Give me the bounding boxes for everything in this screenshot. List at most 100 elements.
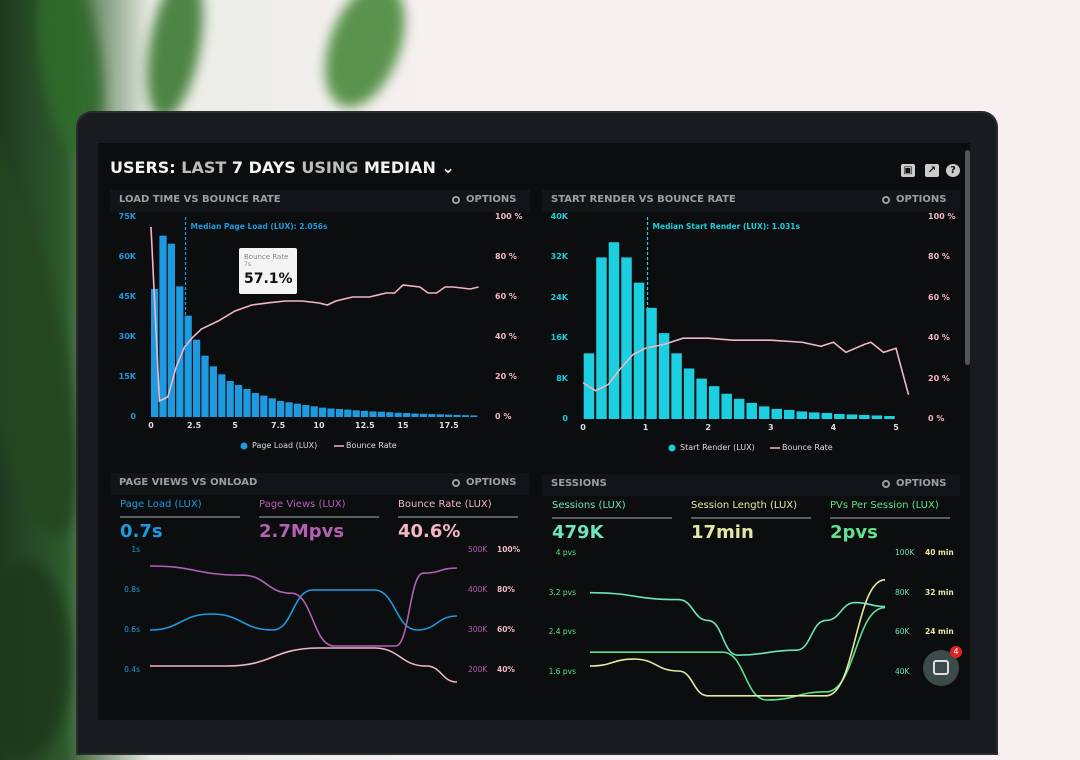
- histogram-bar: [167, 243, 175, 417]
- y-tick-right: 80K: [895, 587, 910, 597]
- series-line: [149, 565, 458, 647]
- panel-title: PAGE VIEWS VS ONLOAD: [119, 477, 258, 488]
- histogram-bar: [151, 289, 159, 417]
- histogram-bar: [784, 409, 795, 419]
- tooltip: [239, 248, 297, 294]
- histogram-bar: [335, 409, 343, 417]
- histogram-bar: [621, 257, 632, 419]
- histogram-bar: [319, 407, 327, 417]
- histogram-bar: [658, 333, 670, 419]
- histogram-bar: [403, 413, 411, 417]
- y-tick-right: 60 %: [928, 292, 950, 302]
- legend-dot: [240, 442, 248, 450]
- title-users: USERS:: [110, 158, 176, 177]
- histogram-bar: [285, 402, 293, 417]
- y-tick-left: 15K: [118, 372, 136, 381]
- legend-dot: [668, 444, 676, 452]
- y-tick-right: 100%: [497, 545, 521, 554]
- y-tick-right: 40%: [497, 665, 515, 674]
- y-tick-right: 60%: [497, 625, 515, 634]
- y-tick-right: 100K: [895, 548, 915, 557]
- stat-value: 0.7s: [120, 521, 163, 542]
- histogram-bar: [235, 385, 243, 417]
- y-tick-right: 100 %: [495, 212, 523, 221]
- histogram-bar: [184, 315, 192, 417]
- histogram-bar: [696, 378, 707, 419]
- histogram-bar: [834, 413, 845, 419]
- options-button[interactable]: OPTIONS: [466, 194, 517, 205]
- legend-item[interactable]: Page Load (LUX): [252, 441, 318, 450]
- options-button[interactable]: OPTIONS: [466, 477, 517, 488]
- x-tick: 17.5: [439, 421, 459, 430]
- histogram-bar: [310, 406, 318, 417]
- histogram-bar: [209, 366, 217, 417]
- histogram-bar: [758, 406, 770, 419]
- stat-label: Page Load (LUX): [120, 499, 202, 510]
- monitor-icon[interactable]: ▣: [901, 164, 915, 177]
- histogram-bar: [733, 398, 745, 419]
- y-tick-right: 300K: [468, 625, 488, 634]
- x-tick: 5: [232, 421, 238, 430]
- y-tick-left: 0.4s: [124, 665, 140, 674]
- histogram-bar: [708, 386, 720, 419]
- share-icon[interactable]: ↗: [925, 164, 939, 177]
- y-tick-left: 0: [130, 412, 136, 421]
- x-tick: 2: [705, 423, 711, 432]
- histogram-bar: [608, 242, 620, 419]
- panel-title: LOAD TIME VS BOUNCE RATE: [119, 194, 281, 205]
- x-tick: 10: [313, 421, 325, 430]
- histogram-bar: [796, 411, 808, 419]
- histogram-bar: [377, 411, 385, 417]
- gear-icon: [452, 196, 460, 204]
- x-tick: 5: [893, 423, 899, 432]
- bounce-rate-line: [150, 226, 479, 403]
- panel-header: [542, 474, 960, 496]
- panel-header: [110, 190, 530, 212]
- histogram-bar: [327, 408, 335, 417]
- y-tick-left: 0.8s: [124, 585, 140, 594]
- histogram-bar: [293, 403, 301, 417]
- x-tick: 0: [580, 423, 586, 432]
- series-line: [590, 606, 886, 701]
- histogram-bar: [268, 398, 276, 417]
- histogram-bar: [871, 415, 883, 419]
- help-icon[interactable]: ?: [946, 164, 960, 177]
- options-button[interactable]: OPTIONS: [896, 194, 947, 205]
- legend-item[interactable]: Start Render (LUX): [680, 443, 755, 452]
- histogram-bar: [251, 393, 259, 417]
- histogram-bar: [821, 412, 833, 419]
- legend-item[interactable]: Bounce Rate: [782, 443, 833, 452]
- scrollbar[interactable]: [965, 150, 970, 365]
- tooltip-value: 57.1%: [244, 271, 293, 287]
- y-tick-left: 3.2 pvs: [548, 587, 576, 597]
- histogram-bar: [428, 414, 436, 417]
- legend-item[interactable]: Bounce Rate: [346, 441, 397, 450]
- y-tick-left: 4 pvs: [555, 548, 576, 557]
- y-tick-right: 32 min: [925, 587, 954, 597]
- x-tick: 7.5: [271, 421, 286, 430]
- chevron-down-icon[interactable]: ⌄: [441, 158, 455, 177]
- histogram-bar: [470, 415, 478, 417]
- y-tick-left: 32K: [550, 252, 568, 262]
- histogram-bar: [884, 415, 895, 419]
- y-tick-right: 24 min: [925, 627, 954, 637]
- histogram-bar: [746, 402, 757, 419]
- dashboard-title[interactable]: USERS: LAST 7 DAYS USING MEDIAN ⌄: [110, 158, 455, 177]
- gear-icon: [882, 480, 890, 488]
- histogram-bar: [193, 339, 201, 417]
- histogram-bar: [411, 413, 419, 417]
- chat-button[interactable]: 4: [923, 646, 962, 686]
- stat-label: Page Views (LUX): [259, 499, 346, 510]
- series-line: [149, 647, 458, 683]
- x-tick: 0: [148, 421, 154, 430]
- options-button[interactable]: OPTIONS: [896, 478, 947, 489]
- histogram-bar: [683, 368, 695, 419]
- stat-label: PVs Per Session (LUX): [830, 500, 939, 511]
- y-tick-right: 400K: [468, 585, 488, 594]
- y-tick-right: 60K: [895, 627, 910, 637]
- stat-divider: [398, 516, 518, 518]
- histogram-bar: [302, 405, 310, 417]
- gear-icon: [882, 196, 890, 204]
- y-tick-right: 200K: [468, 665, 488, 674]
- stat-label: Sessions (LUX): [552, 500, 626, 511]
